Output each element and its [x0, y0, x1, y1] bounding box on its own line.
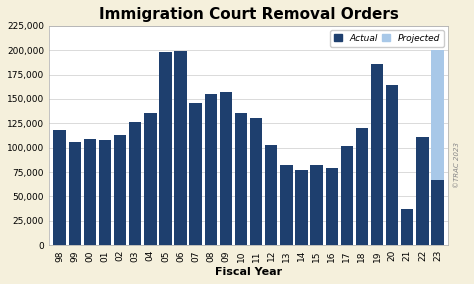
Bar: [356, 128, 368, 245]
Bar: [159, 52, 172, 245]
Bar: [54, 130, 66, 245]
Title: Immigration Court Removal Orders: Immigration Court Removal Orders: [99, 7, 399, 22]
Bar: [310, 165, 323, 245]
Bar: [205, 94, 217, 245]
Bar: [174, 51, 187, 245]
Bar: [431, 50, 444, 245]
Bar: [190, 103, 202, 245]
Bar: [295, 170, 308, 245]
Bar: [129, 122, 141, 245]
Bar: [326, 168, 338, 245]
Bar: [144, 113, 156, 245]
Text: ©TRAC 2023: ©TRAC 2023: [455, 142, 460, 188]
Bar: [250, 118, 262, 245]
Bar: [69, 142, 81, 245]
Bar: [341, 146, 353, 245]
Bar: [401, 209, 413, 245]
Legend: Actual, Projected: Actual, Projected: [330, 30, 444, 47]
Bar: [371, 64, 383, 245]
Bar: [235, 113, 247, 245]
Bar: [220, 92, 232, 245]
Bar: [84, 139, 96, 245]
Bar: [99, 140, 111, 245]
Bar: [265, 145, 277, 245]
Bar: [386, 85, 398, 245]
Bar: [114, 135, 126, 245]
X-axis label: Fiscal Year: Fiscal Year: [215, 267, 282, 277]
Bar: [280, 165, 292, 245]
Bar: [431, 180, 444, 245]
Bar: [416, 137, 428, 245]
